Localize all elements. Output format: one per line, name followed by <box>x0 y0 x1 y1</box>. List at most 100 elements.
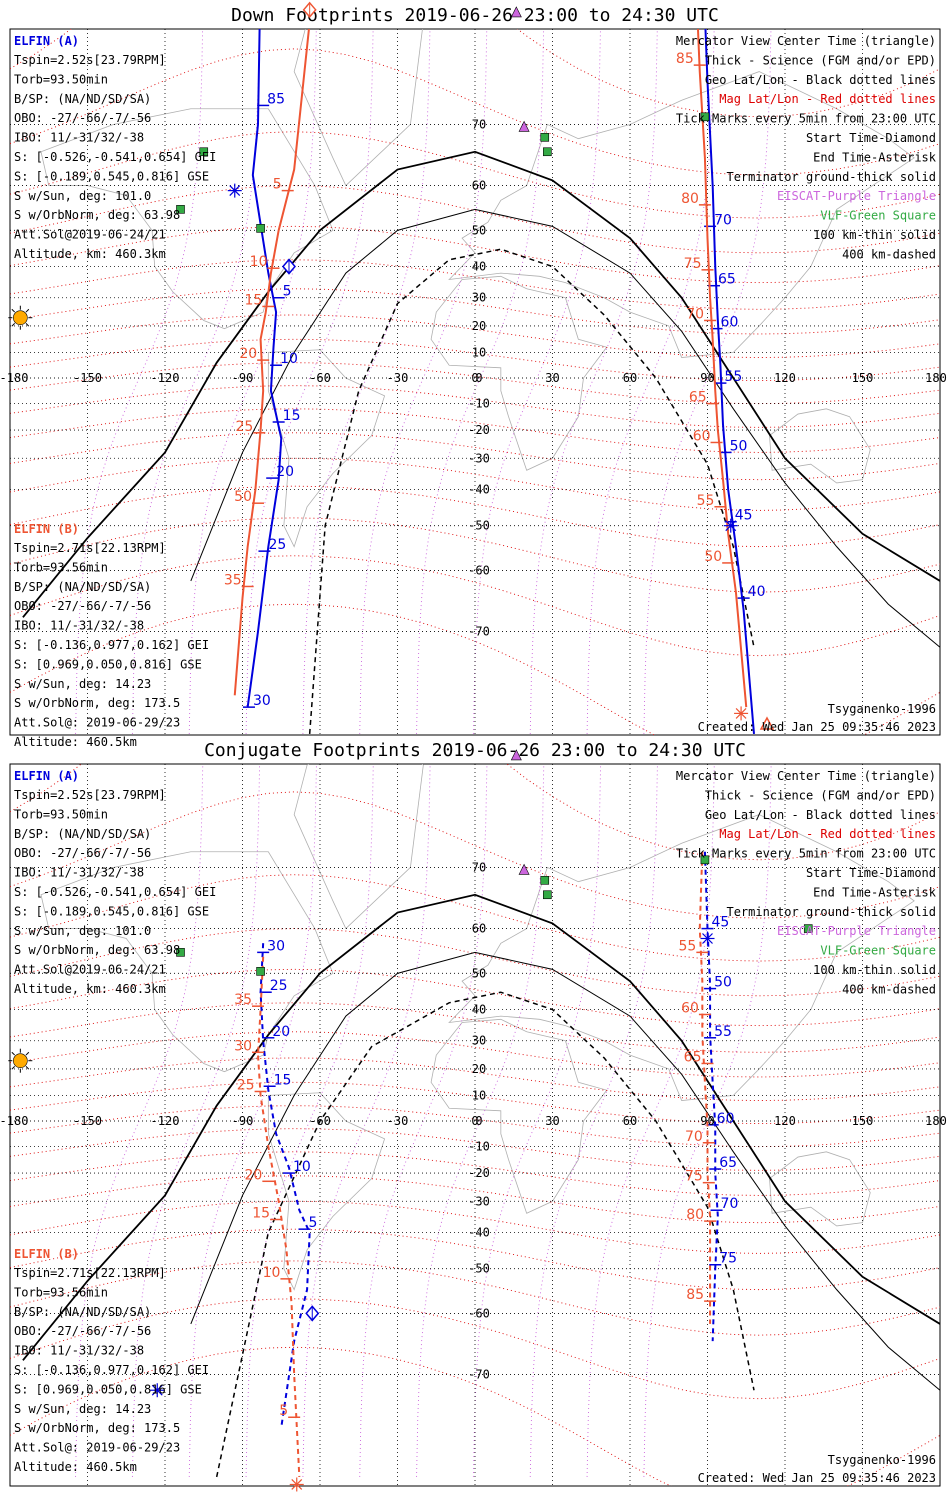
elfin-b-info-line: IBO: 11/-31/32/-38 <box>14 619 144 633</box>
mag-lat-line <box>10 1151 940 1196</box>
elfin-a-info-line: S w/Sun, deg: 101.0 <box>14 924 151 938</box>
track-tick-label: 5 <box>309 1215 318 1231</box>
elfin-b-info-line: Att.Sol@: 2019-06-29/23 <box>14 1441 180 1455</box>
vlf-square-icon <box>176 948 185 957</box>
y-tick-label: 50 <box>472 223 486 237</box>
land-outline <box>293 29 423 187</box>
track-tick-label: 25 <box>270 978 288 994</box>
x-tick-label: -30 <box>387 1114 409 1128</box>
legend-line: Mercator View Center Time (triangle) <box>676 34 936 48</box>
vlf-square-icon <box>700 112 710 122</box>
legend-line: Start Time-Diamond <box>806 131 936 145</box>
legend-line: 400 km-dashed <box>842 982 936 996</box>
vlf-square-icon <box>543 890 552 900</box>
y-tick-label: -40 <box>468 1225 490 1239</box>
track-tick-label: 65 <box>718 272 736 288</box>
end-asterisk-icon <box>289 1477 304 1492</box>
land-outline <box>430 1018 608 1214</box>
eiscat-triangle-icon <box>510 749 522 761</box>
asterisk-stroke <box>151 1384 163 1396</box>
sun-ray <box>25 1051 30 1056</box>
y-tick-label: -50 <box>468 1262 490 1276</box>
track-tick-label: 55 <box>714 1024 732 1040</box>
track-tick-label: 55 <box>724 369 742 385</box>
elfin-b-info-line: S: [0.969,0.050,0.816] GSE <box>14 657 202 671</box>
mag-lat-line <box>10 432 940 481</box>
track-tick-label: 15 <box>245 292 263 308</box>
y-tick-label: -20 <box>468 1166 490 1180</box>
legend-line: End Time-Asterisk <box>813 885 937 899</box>
y-tick-label: -70 <box>468 625 490 639</box>
mag-lat-line <box>10 314 940 358</box>
elfin-a-info-line: S w/OrbNorm, deg: 63.98 <box>14 208 180 222</box>
vlf-square-icon <box>700 855 710 865</box>
y-tick-label: 20 <box>472 1062 486 1076</box>
legend-line: Terminator ground-thick solid <box>726 170 936 184</box>
track-tick-label: 60 <box>721 315 739 331</box>
track-tick-label: 70 <box>685 1129 703 1145</box>
elfin-a-info-line: Altitude, km: 460.3km <box>14 982 166 996</box>
legend-line: 400 km-dashed <box>842 247 936 261</box>
end-asterisk-icon <box>723 518 738 533</box>
track-elfin-b <box>696 29 748 708</box>
mag-lon-line <box>188 29 317 734</box>
legend-line: 100 km-thin solid <box>813 963 936 977</box>
track-tick-label: 15 <box>283 408 301 424</box>
mag-lon-line <box>359 29 488 734</box>
track-tick-label: 20 <box>276 464 294 480</box>
mag-lat-line <box>10 764 940 861</box>
y-tick-label: 40 <box>472 260 486 274</box>
track-tick-label: 35 <box>234 992 252 1008</box>
x-tick-label: 150 <box>852 371 874 385</box>
elfin-a-info-line: Torb=93.50min <box>14 807 108 821</box>
track-elfin-b <box>233 29 310 696</box>
sun-ray <box>11 1051 16 1056</box>
x-tick-label: 150 <box>852 1114 874 1128</box>
x-tick-label: -150 <box>73 1114 102 1128</box>
track-tick-label: 10 <box>293 1159 311 1175</box>
y-tick-label: 60 <box>472 179 486 193</box>
track-tick-label: 5 <box>283 284 292 300</box>
elfin-a-info-line: Tspin=2.52s[23.79RPM] <box>14 53 166 67</box>
x-tick-label: -60 <box>309 371 331 385</box>
mag-lon-line <box>302 764 431 1477</box>
elfin-a-info-line: Att.Sol@2019-06-24/21 <box>14 963 166 977</box>
track-tick-label: 15 <box>274 1072 292 1088</box>
elfin-a-info-line: S: [-0.526,-0.541,0.654] GEI <box>14 150 216 164</box>
track-tick-label: 85 <box>676 51 694 67</box>
x-tick-label: 90 <box>700 1114 714 1128</box>
elfin-b-info-line: Tspin=2.71s[22.13RPM] <box>14 1266 166 1280</box>
elfin-b-info-line: S w/Sun, deg: 14.23 <box>14 677 151 691</box>
elfin-b-info-line: S w/Sun, deg: 14.23 <box>14 1402 151 1416</box>
track-tick-label: 25 <box>268 537 286 553</box>
track-tick-label: 10 <box>263 1265 281 1281</box>
elfin-b-info-line: Tspin=2.71s[22.13RPM] <box>14 541 166 555</box>
elfin-b-info-line: Torb=93.56min <box>14 560 108 574</box>
track-tick-label: 5 <box>279 1403 288 1419</box>
track-tick-label: 50 <box>730 438 748 454</box>
track-elfin-a <box>704 29 755 735</box>
legend-line: Terminator ground-thick solid <box>726 905 936 919</box>
legend-line: Thick - Science (FGM and/or EPD) <box>705 53 936 67</box>
sun-disc <box>13 1053 28 1069</box>
track-tick-label: 65 <box>719 1155 737 1171</box>
legend-line: EISCAT-Purple Triangle <box>777 924 936 938</box>
y-tick-label: 30 <box>472 291 486 305</box>
track-tick-label: 65 <box>684 1049 702 1065</box>
track-tick-label: 35 <box>224 572 242 588</box>
legend-line: End Time-Asterisk <box>813 150 937 164</box>
land-outline <box>267 349 386 548</box>
elfin-a-info-line: S: [-0.526,-0.541,0.654] GEI <box>14 885 216 899</box>
x-tick-label: -90 <box>232 1114 254 1128</box>
vlf-square-icon <box>543 147 552 157</box>
elfin-a-info-line: S w/OrbNorm, deg: 63.98 <box>14 943 180 957</box>
mag-lat-line <box>10 408 940 453</box>
y-tick-label: 50 <box>472 966 486 980</box>
chart-panel-down: -180 -150 -120 -90 -60 -30 0 30 60 90 120 150 180-70… <box>0 1 947 749</box>
elfin-a-info-line: S w/Sun, deg: 101.0 <box>14 189 151 203</box>
track-tick-label: 75 <box>685 1169 703 1185</box>
elfin-a-info-line: IBO: 11/-31/32/-38 <box>14 131 144 145</box>
x-tick-label: 0 <box>471 371 478 385</box>
plot-area <box>10 29 940 735</box>
vlf-square-icon <box>540 876 550 885</box>
